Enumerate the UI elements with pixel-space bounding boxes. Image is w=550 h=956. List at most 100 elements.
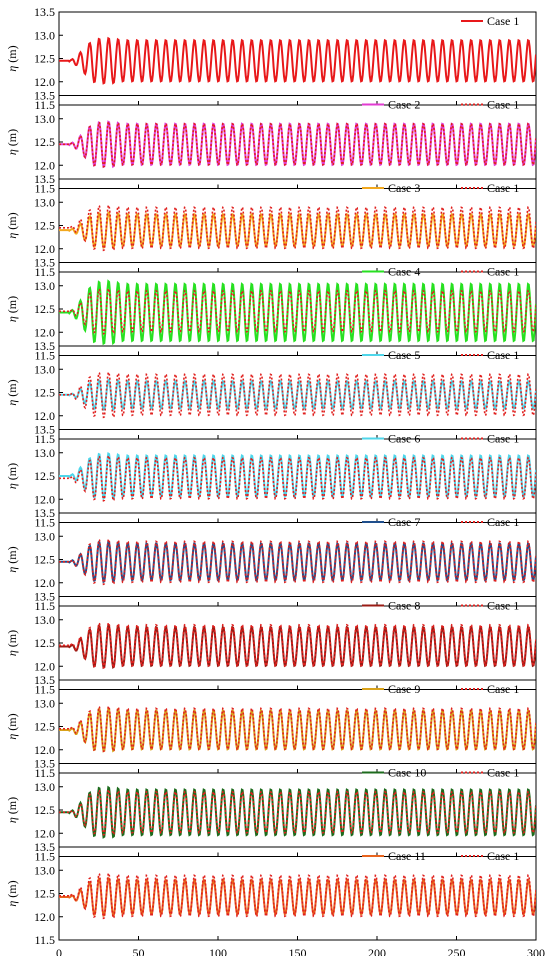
y-tick-label: 12.5 bbox=[34, 720, 55, 734]
panel-11: 11.5 12.0 12.5 13.0 13.5 η (m) Case 11 Case 1 0 5… bbox=[5, 840, 545, 956]
y-tick-label: 13.5 bbox=[34, 339, 55, 353]
y-axis-var: η bbox=[5, 650, 19, 656]
legend-label: Case 1 bbox=[487, 14, 519, 28]
legend-label-reference: Case 1 bbox=[487, 515, 519, 529]
legend: Case 8 Case 1 bbox=[362, 599, 519, 613]
x-tick-label: 200 bbox=[368, 946, 386, 956]
legend: Case 1 bbox=[461, 14, 519, 28]
legend: Case 5 Case 1 bbox=[362, 348, 519, 362]
y-axis-label: η (m) bbox=[5, 880, 19, 906]
panel-2: 11.5 12.0 12.5 13.0 13.5 η (m) Case 2 Case 1 bbox=[5, 89, 537, 196]
y-axis-unit: (m) bbox=[5, 713, 19, 733]
panel-7: 11.5 12.0 12.5 13.0 13.5 η (m) Case 7 Case 1 bbox=[5, 506, 537, 613]
reference-series-line bbox=[59, 621, 536, 669]
y-axis-var: η bbox=[5, 901, 19, 907]
y-axis-label: η (m) bbox=[5, 463, 19, 489]
y-tick-label: 13.0 bbox=[34, 529, 55, 543]
legend-label-reference: Case 1 bbox=[487, 849, 519, 863]
y-axis-var: η bbox=[5, 66, 19, 72]
y-tick-label: 13.5 bbox=[34, 423, 55, 437]
legend-label: Case 7 bbox=[388, 515, 420, 529]
y-axis-var: η bbox=[5, 567, 19, 573]
y-axis-label: η (m) bbox=[5, 546, 19, 572]
y-tick-label: 13.0 bbox=[34, 446, 55, 460]
legend-label-reference: Case 1 bbox=[487, 348, 519, 362]
x-tick-label: 150 bbox=[289, 946, 307, 956]
legend: Case 6 Case 1 bbox=[362, 432, 519, 446]
legend-label: Case 9 bbox=[388, 682, 420, 696]
y-tick-label: 13.0 bbox=[34, 112, 55, 126]
y-axis-unit: (m) bbox=[5, 546, 19, 566]
y-axis-unit: (m) bbox=[5, 463, 19, 483]
y-tick-label: 12.5 bbox=[34, 469, 55, 483]
y-tick-label: 13.5 bbox=[34, 89, 55, 103]
panel-4: 11.5 12.0 12.5 13.0 13.5 η (m) Case 4 Case 1 bbox=[5, 256, 537, 363]
y-axis-var: η bbox=[5, 400, 19, 406]
y-tick-label: 13.5 bbox=[34, 590, 55, 604]
y-tick-label: 11.5 bbox=[34, 349, 55, 363]
y-axis-var: η bbox=[5, 734, 19, 740]
y-tick-label: 13.5 bbox=[34, 172, 55, 186]
y-tick-label: 12.5 bbox=[34, 219, 55, 233]
y-axis-var: η bbox=[5, 817, 19, 823]
panel-8: 11.5 12.0 12.5 13.0 13.5 η (m) Case 8 Case 1 bbox=[5, 590, 537, 697]
y-tick-label: 12.5 bbox=[34, 386, 55, 400]
legend: Case 3 Case 1 bbox=[362, 181, 519, 195]
y-tick-label: 11.5 bbox=[34, 265, 55, 279]
legend: Case 4 Case 1 bbox=[362, 265, 519, 279]
legend-label-reference: Case 1 bbox=[487, 265, 519, 279]
y-axis-label: η (m) bbox=[5, 379, 19, 405]
y-tick-label: 11.5 bbox=[34, 182, 55, 196]
legend-label-reference: Case 1 bbox=[487, 599, 519, 613]
legend-label: Case 2 bbox=[388, 98, 420, 112]
y-axis-unit: (m) bbox=[5, 212, 19, 232]
y-tick-label: 13.0 bbox=[34, 613, 55, 627]
x-tick-label: 100 bbox=[209, 946, 227, 956]
reference-series-line bbox=[59, 788, 536, 836]
y-tick-label: 13.5 bbox=[34, 5, 55, 19]
y-tick-label: 11.5 bbox=[34, 766, 55, 780]
panel-6: 11.5 12.0 12.5 13.0 13.5 η (m) Case 6 Case 1 bbox=[5, 423, 537, 530]
panel-10: 11.5 12.0 12.5 13.0 13.5 η (m) Case 10 Case 1 bbox=[5, 757, 537, 864]
legend-label-reference: Case 1 bbox=[487, 766, 519, 780]
y-tick-label: 12.5 bbox=[34, 636, 55, 650]
y-tick-label: 13.0 bbox=[34, 863, 55, 877]
y-tick-label: 12.0 bbox=[34, 75, 55, 89]
y-axis-label: η (m) bbox=[5, 45, 19, 71]
y-axis-var: η bbox=[5, 483, 19, 489]
legend: Case 9 Case 1 bbox=[362, 682, 519, 696]
y-tick-label: 12.5 bbox=[34, 302, 55, 316]
y-tick-label: 12.5 bbox=[34, 887, 55, 901]
legend-label-reference: Case 1 bbox=[487, 432, 519, 446]
y-axis-unit: (m) bbox=[5, 797, 19, 817]
legend-label: Case 8 bbox=[388, 599, 420, 613]
y-axis-unit: (m) bbox=[5, 296, 19, 316]
y-tick-label: 13.5 bbox=[34, 673, 55, 687]
x-tick-label: 300 bbox=[527, 946, 545, 956]
y-tick-label: 12.0 bbox=[34, 242, 55, 256]
reference-series-line bbox=[59, 120, 536, 168]
legend-label: Case 3 bbox=[388, 181, 420, 195]
legend-label: Case 10 bbox=[388, 766, 426, 780]
legend-label: Case 5 bbox=[388, 348, 420, 362]
y-tick-label: 13.0 bbox=[34, 696, 55, 710]
panel-9: 11.5 12.0 12.5 13.0 13.5 η (m) Case 9 Case 1 bbox=[5, 673, 537, 780]
y-tick-label: 11.5 bbox=[34, 599, 55, 613]
x-tick-label: 0 bbox=[56, 946, 62, 956]
y-tick-label: 11.5 bbox=[34, 98, 55, 112]
panel-3: 11.5 12.0 12.5 13.0 13.5 η (m) Case 3 Case 1 bbox=[5, 172, 537, 279]
y-axis-label: η (m) bbox=[5, 129, 19, 155]
y-tick-label: 13.0 bbox=[34, 780, 55, 794]
y-axis-unit: (m) bbox=[5, 630, 19, 650]
legend: Case 11 Case 1 bbox=[362, 849, 519, 863]
y-tick-label: 13.5 bbox=[34, 840, 55, 854]
y-axis-label: η (m) bbox=[5, 797, 19, 823]
y-tick-label: 11.5 bbox=[34, 850, 55, 864]
y-tick-label: 12.0 bbox=[34, 826, 55, 840]
y-axis-unit: (m) bbox=[5, 45, 19, 65]
legend: Case 2 Case 1 bbox=[362, 98, 519, 112]
legend-label-reference: Case 1 bbox=[487, 181, 519, 195]
y-tick-label: 11.5 bbox=[34, 933, 55, 947]
y-tick-label: 13.5 bbox=[34, 256, 55, 270]
